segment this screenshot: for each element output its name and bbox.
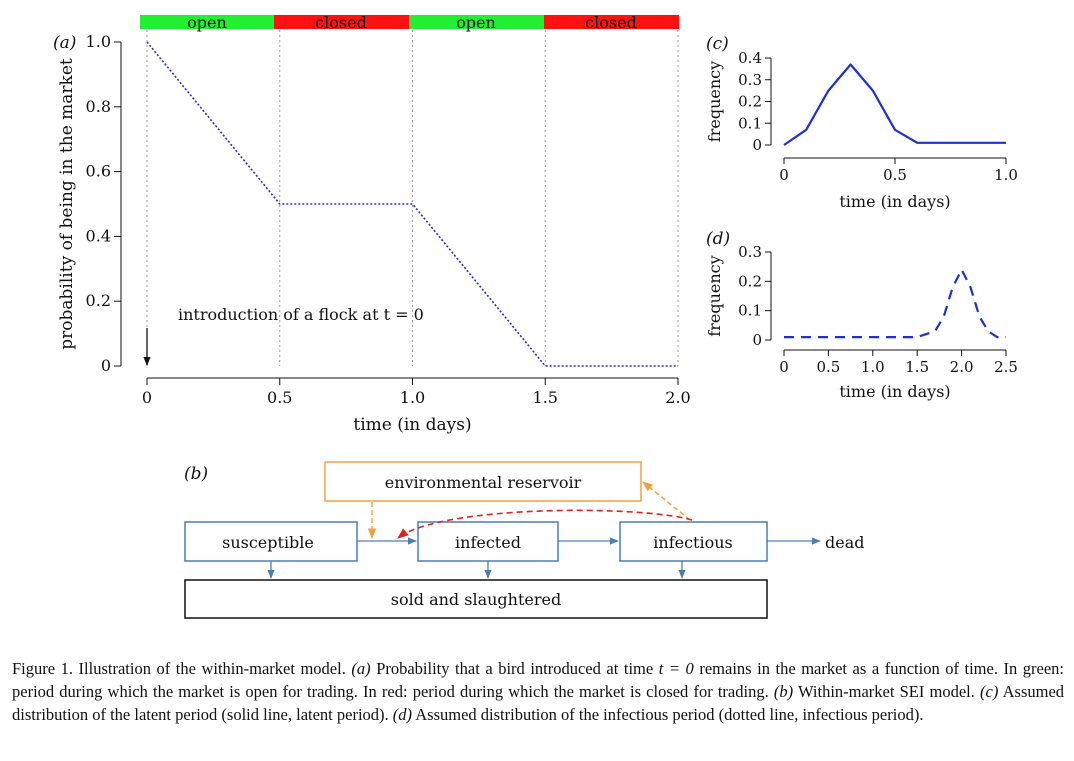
d-series-line [784, 268, 1006, 339]
d-x-tick-label: 0 [779, 358, 789, 376]
d-x-tick-label: 1.0 [861, 358, 885, 376]
c-y-tick-label: 0 [752, 136, 762, 154]
caption-d-text: Assumed distribution of the infectious p… [415, 705, 924, 724]
d-x-tick-label: 2.0 [950, 358, 974, 376]
d-x-axis-label: time (in days) [839, 382, 950, 401]
phase-closed-1 [274, 15, 409, 29]
a-y-tick-label: 0.8 [86, 97, 111, 116]
panel-d-label: (d) [706, 229, 730, 249]
panel-c: (c) 0 0.5 1.0 0 0.1 0.2 0.3 0.4 time (in days) fr… [705, 34, 1018, 211]
phase-label-2: closed [315, 13, 367, 32]
phase-closed-2 [544, 15, 679, 29]
figure-caption: Figure 1. Illustration of the within-mar… [12, 657, 1064, 726]
panel-d: (d) 0 0.5 1.0 1.5 2.0 2.5 0 0.1 0.2 0.3 time (in d… [705, 229, 1018, 401]
figure: (a) open closed open closed 0 0.5 1.0 1.5 2.… [53, 13, 1018, 619]
caption-a-text: Probability that a bird introduced at ti… [376, 659, 654, 678]
infectious-label: infectious [653, 533, 732, 552]
d-y-axis-label: frequency [705, 255, 724, 336]
caption-b-label: (b) [773, 682, 794, 701]
a-y-tick-label: 0.2 [86, 291, 111, 310]
d-y-tick-label: 0 [752, 331, 762, 349]
infected-label: infected [455, 533, 521, 552]
c-x-tick-label: 1.0 [994, 166, 1018, 184]
panel-c-label: (c) [706, 34, 729, 54]
c-series-line [783, 63, 1006, 146]
chart-d: 0 0.5 1.0 1.5 2.0 2.5 0 0.1 0.2 0.3 time (in days)… [705, 243, 1018, 401]
a-x-tick-label: 1.0 [400, 388, 425, 407]
phase-label-3: open [456, 13, 496, 32]
reservoir-label: environmental reservoir [385, 473, 582, 492]
panel-a: (a) open closed open closed 0 0.5 1.0 1.5 2.… [53, 13, 691, 435]
reservoir-box [324, 461, 642, 502]
d-y-tick-label: 0.1 [738, 302, 762, 320]
d-y-tick-label: 0.3 [738, 243, 762, 261]
c-x-tick-label: 0.5 [883, 166, 907, 184]
caption-d-label: (d) [392, 705, 413, 724]
dead-label: dead [825, 533, 865, 552]
chart-a: 0 0.5 1.0 1.5 2.0 0 0.2 0.4 0.6 0.8 1.0 time (in da… [57, 30, 691, 435]
a-x-axis-label: time (in days) [353, 415, 471, 435]
susceptible-box [184, 521, 358, 562]
caption-c-text: Assumed distribution of the latent perio… [12, 682, 1065, 724]
c-y-tick-label: 0.2 [738, 93, 762, 111]
susceptible-label: susceptible [222, 533, 314, 552]
phase-open-2 [409, 15, 544, 29]
arrow-transmission [397, 509, 693, 539]
a-y-tick-label: 1.0 [86, 32, 111, 51]
a-x-tick-label: 0 [142, 388, 152, 407]
c-x-tick-label: 0 [779, 166, 789, 184]
panel-b-label: (b) [184, 464, 208, 484]
a-x-tick-label: 0.5 [267, 388, 292, 407]
a-y-tick-label: 0 [101, 356, 111, 375]
d-x-tick-label: 2.5 [994, 358, 1018, 376]
c-y-tick-label: 0.4 [738, 49, 762, 67]
phase-open-1 [140, 15, 274, 29]
flock-annotation: introduction of a flock at t = 0 [178, 305, 424, 324]
c-y-tick-label: 0.3 [738, 71, 762, 89]
caption-c-label: (c) [980, 682, 999, 701]
a-x-tick-label: 1.5 [533, 388, 558, 407]
infectious-box [619, 521, 768, 562]
d-x-tick-label: 1.5 [905, 358, 929, 376]
caption-a-text2: remains in the market as a function of t… [12, 659, 1065, 701]
panel-a-label: (a) [53, 33, 76, 53]
d-y-tick-label: 0.2 [738, 272, 762, 290]
a-y-tick-label: 0.4 [86, 226, 111, 245]
c-y-tick-label: 0.1 [738, 114, 762, 132]
phase-label-4: closed [585, 13, 637, 32]
c-y-axis-label: frequency [705, 61, 724, 142]
chart-c: 0 0.5 1.0 0 0.1 0.2 0.3 0.4 time (in days) freque… [705, 49, 1018, 211]
caption-lead: Figure 1. Illustration of the within-mar… [12, 659, 346, 678]
phase-bar: open closed open closed [140, 13, 679, 32]
arrow-infectious-reservoir [642, 481, 691, 521]
a-y-tick-label: 0.6 [86, 162, 111, 181]
sold-slaughtered-box [184, 579, 768, 619]
sold-slaughtered-label: sold and slaughtered [391, 590, 561, 609]
a-x-tick-label: 2.0 [665, 388, 690, 407]
panel-b: (b) environmental reservoir susceptible … [184, 461, 865, 619]
caption-a-label: (a) [351, 659, 371, 678]
a-y-axis-label: probability of being in the market [57, 58, 77, 350]
phase-label-1: open [187, 13, 227, 32]
c-x-axis-label: time (in days) [839, 192, 950, 211]
caption-b-text: Within-market SEI model. [797, 682, 975, 701]
caption-math-t0: t = 0 [658, 659, 694, 678]
d-x-tick-label: 0.5 [816, 358, 840, 376]
